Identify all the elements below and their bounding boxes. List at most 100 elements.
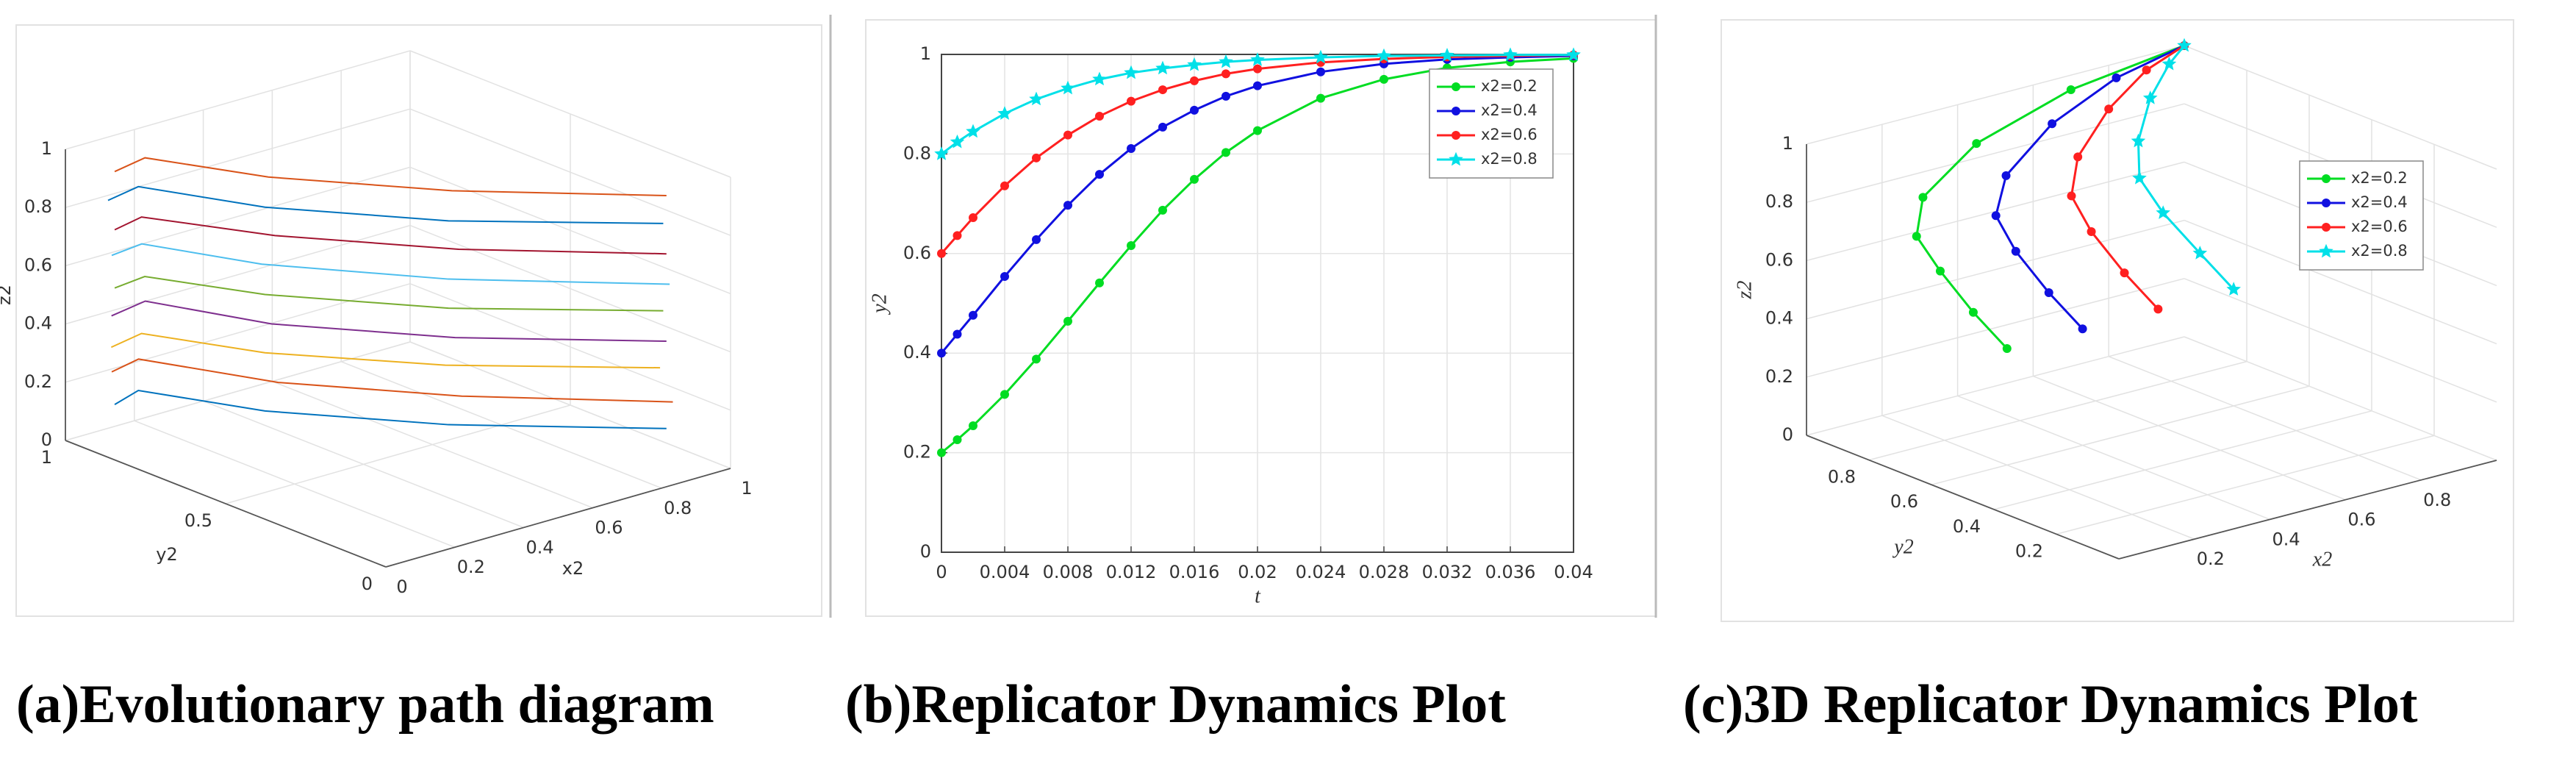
marker [1912,232,1921,241]
marker [2153,304,2163,314]
z-tick-label: 0.6 [24,254,52,275]
grid-line [1881,415,2195,540]
y-tick-label: 0.2 [903,442,931,463]
legend-marker [2322,199,2331,207]
marker [1190,105,1199,115]
grid-line [409,341,731,469]
grid-line [2056,435,2435,535]
y-tick-label: 1 [920,43,931,64]
grid-line [2184,45,2497,170]
y-tick-label: 0.2 [2015,540,2043,561]
trajectory [107,185,664,224]
marker [1061,80,1075,95]
marker [2156,205,2171,219]
x-tick-label: 0.2 [2197,549,2225,569]
y-tick-label: 0.4 [903,342,931,363]
x-tick-label: 0.6 [2347,510,2375,530]
marker [2120,268,2129,278]
marker [969,213,977,223]
legend-marker [1449,151,1463,166]
trajectory [1915,44,2185,350]
z-tick-label: 0.6 [1765,249,1793,270]
x-tick-label: 0.024 [1296,562,1346,582]
marker [1000,390,1009,399]
marker [1127,240,1135,250]
marker [2067,191,2076,201]
marker [1032,235,1041,244]
marker [952,329,962,339]
marker [1991,211,2001,221]
legend-marker [2319,243,2333,258]
marker [1029,91,1044,106]
trajectory [2070,44,2185,310]
y-tick-label: 0 [362,574,373,594]
y-tick-label: 0.8 [903,143,931,163]
marker [2142,65,2151,75]
grid-line [1931,385,2310,485]
marker [937,349,946,358]
marker [1377,48,1391,63]
z-tick-label: 1 [41,138,52,159]
marker [1000,181,1009,190]
grid-line [1957,395,2270,521]
marker [2226,282,2241,296]
x-tick-label: 0.8 [664,498,692,518]
grid-line [2108,356,2422,481]
marker [1032,354,1041,364]
z-tick-label: 0.4 [24,313,52,334]
legend-marker [1452,107,1460,115]
marker [2078,324,2087,334]
marker [1063,130,1072,140]
marker [1158,85,1167,95]
trajectory [114,276,664,312]
marker [1440,48,1454,62]
marker [1155,60,1170,75]
marker [937,249,946,258]
y-tick-label: 0.8 [1828,467,1856,488]
x-tick-label: 0.02 [1238,562,1277,582]
y-tick-label: 0 [920,541,931,562]
x-tick-label: 1 [741,478,752,499]
marker [1219,54,1233,68]
x-axis-label: x2 [2312,548,2332,571]
y-tick-label: 0.6 [1890,491,1918,512]
marker [1253,64,1262,74]
z-tick-label: 0.2 [24,371,52,392]
marker [1032,153,1041,163]
caption: (a)Evolutionary path diagram [16,674,714,735]
grid-line [2033,375,2346,501]
marker [1313,49,1328,64]
marker [1566,47,1581,62]
marker [1158,205,1167,215]
marker [1127,143,1135,153]
legend-marker [2322,223,2331,232]
marker [2087,226,2096,236]
axis-line [2118,460,2497,560]
marker [1221,69,1230,79]
y-tick-label: 0.6 [903,243,931,263]
marker [969,421,977,431]
z-tick-label: 0 [1782,424,1793,445]
marker [1316,67,1325,76]
x-tick-label: 0 [396,576,407,597]
legend-label: x2=0.6 [2351,218,2408,235]
marker [1092,71,1107,86]
y-tick-label: 0.4 [1953,516,1981,537]
marker [2073,152,2083,162]
grid-line [1806,219,2185,320]
x-tick-label: 0.036 [1485,562,1536,582]
x-tick-label: 0.6 [595,518,623,538]
z-tick-label: 0.4 [1765,308,1793,329]
grid-line [65,108,411,208]
marker [2161,56,2177,71]
marker [1250,52,1265,66]
x-tick-label: 0 [936,562,947,582]
marker [1503,47,1518,62]
trajectory [114,216,667,255]
marker [2001,171,2011,180]
legend-label: x2=0.2 [2351,169,2408,187]
grid-line [1868,360,2247,461]
y-axis-label: y2 [868,293,891,315]
marker [2112,73,2121,82]
marker [1190,76,1199,85]
